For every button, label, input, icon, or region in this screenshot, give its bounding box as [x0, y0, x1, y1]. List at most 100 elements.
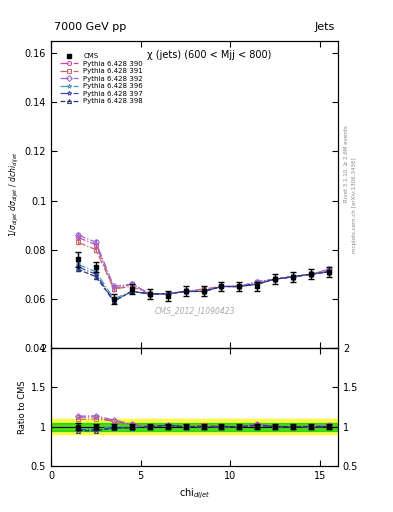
Pythia 6.428 392 [309, 271, 314, 278]
Pythia 6.428 397 [237, 284, 242, 290]
Pythia 6.428 398 [327, 269, 331, 275]
Bar [51, 419, 338, 435]
Pythia 6.428 398 [75, 266, 80, 272]
Pythia 6.428 396 [183, 288, 188, 294]
Pythia 6.428 396 [309, 271, 314, 278]
Pythia 6.428 396 [112, 296, 116, 302]
Line: Pythia 6.428 398: Pythia 6.428 398 [76, 267, 331, 303]
Pythia 6.428 397 [273, 276, 277, 282]
Pythia 6.428 391 [237, 284, 242, 290]
Pythia 6.428 392 [183, 288, 188, 294]
Pythia 6.428 396 [219, 284, 224, 290]
Pythia 6.428 398 [255, 281, 260, 287]
Line: Pythia 6.428 396: Pythia 6.428 396 [76, 262, 331, 301]
Pythia 6.428 397 [327, 269, 331, 275]
Pythia 6.428 390 [291, 273, 296, 280]
Pythia 6.428 392 [94, 239, 98, 245]
X-axis label: chi$_{dijet}$: chi$_{dijet}$ [179, 486, 210, 501]
Pythia 6.428 390 [129, 281, 134, 287]
Pythia 6.428 398 [237, 284, 242, 290]
Pythia 6.428 398 [112, 298, 116, 304]
Line: Pythia 6.428 397: Pythia 6.428 397 [76, 265, 331, 303]
Pythia 6.428 397 [75, 264, 80, 270]
Pythia 6.428 397 [94, 271, 98, 278]
Pythia 6.428 392 [255, 279, 260, 285]
Y-axis label: $1/\sigma_{dijet}$ $d\sigma_{dijet}$ / $dchi_{dijet}$: $1/\sigma_{dijet}$ $d\sigma_{dijet}$ / $… [7, 152, 20, 237]
Pythia 6.428 397 [147, 291, 152, 297]
Pythia 6.428 397 [165, 291, 170, 297]
Pythia 6.428 397 [129, 288, 134, 294]
Pythia 6.428 392 [75, 232, 80, 238]
Text: 7000 GeV pp: 7000 GeV pp [54, 22, 126, 32]
Pythia 6.428 390 [255, 279, 260, 285]
Pythia 6.428 391 [165, 291, 170, 297]
Pythia 6.428 390 [165, 291, 170, 297]
Pythia 6.428 396 [255, 281, 260, 287]
Pythia 6.428 390 [219, 284, 224, 290]
Pythia 6.428 391 [291, 273, 296, 280]
Pythia 6.428 397 [183, 288, 188, 294]
Pythia 6.428 398 [273, 276, 277, 282]
Pythia 6.428 397 [112, 298, 116, 304]
Pythia 6.428 396 [75, 261, 80, 267]
Pythia 6.428 391 [183, 288, 188, 294]
Pythia 6.428 392 [219, 284, 224, 290]
Pythia 6.428 390 [183, 288, 188, 294]
Pythia 6.428 396 [273, 276, 277, 282]
Pythia 6.428 390 [75, 234, 80, 241]
Pythia 6.428 398 [94, 273, 98, 280]
Pythia 6.428 396 [165, 291, 170, 297]
Pythia 6.428 397 [201, 288, 206, 294]
Pythia 6.428 396 [129, 288, 134, 294]
Pythia 6.428 397 [309, 271, 314, 278]
Pythia 6.428 391 [273, 276, 277, 282]
Pythia 6.428 392 [273, 276, 277, 282]
Pythia 6.428 390 [237, 284, 242, 290]
Pythia 6.428 390 [94, 242, 98, 248]
Pythia 6.428 392 [165, 291, 170, 297]
Bar [51, 422, 338, 431]
Pythia 6.428 392 [237, 284, 242, 290]
Text: Jets: Jets [315, 22, 335, 32]
Pythia 6.428 396 [291, 273, 296, 280]
Pythia 6.428 390 [112, 286, 116, 292]
Pythia 6.428 398 [147, 291, 152, 297]
Pythia 6.428 391 [309, 271, 314, 278]
Pythia 6.428 398 [309, 271, 314, 278]
Pythia 6.428 391 [219, 284, 224, 290]
Pythia 6.428 397 [219, 284, 224, 290]
Pythia 6.428 392 [147, 291, 152, 297]
Pythia 6.428 397 [291, 273, 296, 280]
Pythia 6.428 391 [129, 284, 134, 290]
Text: mcplots.cern.ch [arXiv:1306.3436]: mcplots.cern.ch [arXiv:1306.3436] [352, 157, 357, 252]
Pythia 6.428 392 [129, 281, 134, 287]
Pythia 6.428 396 [147, 291, 152, 297]
Text: Rivet 3.1.10, ≥ 2.6M events: Rivet 3.1.10, ≥ 2.6M events [344, 125, 349, 202]
Pythia 6.428 391 [327, 266, 331, 272]
Pythia 6.428 398 [165, 291, 170, 297]
Text: χ (jets) (600 < Mjj < 800): χ (jets) (600 < Mjj < 800) [147, 50, 271, 60]
Line: Pythia 6.428 392: Pythia 6.428 392 [76, 233, 331, 296]
Pythia 6.428 392 [327, 266, 331, 272]
Pythia 6.428 398 [129, 288, 134, 294]
Pythia 6.428 390 [201, 288, 206, 294]
Pythia 6.428 391 [201, 286, 206, 292]
Pythia 6.428 391 [112, 286, 116, 292]
Pythia 6.428 392 [291, 273, 296, 280]
Pythia 6.428 397 [255, 281, 260, 287]
Pythia 6.428 396 [327, 269, 331, 275]
Pythia 6.428 390 [309, 271, 314, 278]
Pythia 6.428 390 [273, 276, 277, 282]
Pythia 6.428 390 [147, 291, 152, 297]
Pythia 6.428 391 [147, 291, 152, 297]
Pythia 6.428 392 [201, 288, 206, 294]
Pythia 6.428 398 [183, 288, 188, 294]
Pythia 6.428 390 [327, 269, 331, 275]
Pythia 6.428 398 [291, 273, 296, 280]
Pythia 6.428 398 [201, 288, 206, 294]
Pythia 6.428 396 [201, 288, 206, 294]
Text: CMS_2012_I1090423: CMS_2012_I1090423 [154, 307, 235, 315]
Pythia 6.428 398 [219, 284, 224, 290]
Legend: CMS, Pythia 6.428 390, Pythia 6.428 391, Pythia 6.428 392, Pythia 6.428 396, Pyt: CMS, Pythia 6.428 390, Pythia 6.428 391,… [57, 51, 146, 107]
Pythia 6.428 396 [94, 269, 98, 275]
